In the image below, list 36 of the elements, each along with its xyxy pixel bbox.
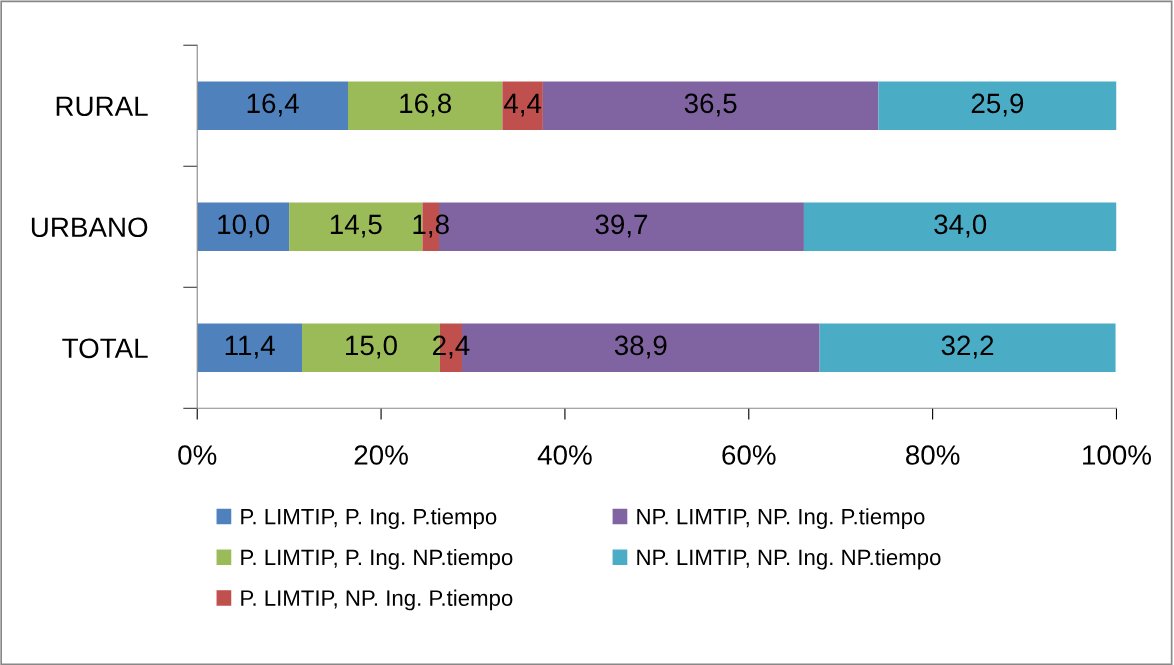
data-label: 4,4	[503, 93, 542, 117]
x-tick-label: 60%	[722, 445, 776, 465]
legend-label: NP. LIMTIP, NP. Ing. NP.tiempo	[637, 548, 941, 570]
data-label: 16,4	[247, 93, 299, 117]
y-tick-label: TOTAL	[62, 338, 148, 359]
bar	[197, 323, 303, 372]
bar	[197, 202, 290, 251]
data-label: 15,0	[346, 335, 397, 359]
x-tick-label: 20%	[354, 445, 408, 465]
bar	[347, 81, 503, 130]
legend-label: P. LIMTIP, P. Ing. P.tiempo	[241, 508, 497, 529]
x-tick-label: 100%	[1083, 445, 1152, 465]
data-label: 14,5	[330, 214, 382, 238]
bar	[542, 81, 879, 130]
bar	[502, 81, 543, 130]
bar	[819, 323, 1116, 372]
data-label: 25,9	[971, 93, 1024, 117]
data-label: 11,4	[225, 335, 275, 359]
legend-label: P. LIMTIP, NP. Ing. P.tiempo	[241, 589, 513, 611]
bar	[803, 202, 1117, 251]
data-label: 39,7	[595, 214, 648, 238]
x-tick-label: 40%	[537, 445, 592, 465]
data-label: 38,9	[614, 335, 667, 359]
data-label: 36,5	[684, 93, 737, 117]
bar	[878, 81, 1117, 130]
data-label: 16,8	[400, 93, 452, 117]
legend-label: P. LIMTIP, P. Ing. NP.tiempo	[241, 548, 513, 570]
bar	[197, 81, 348, 130]
x-tick-label: 0%	[178, 445, 217, 465]
y-tick-label: RURAL	[56, 96, 148, 117]
data-label: 10,0	[218, 214, 270, 238]
y-tick-label: URBANO	[31, 217, 148, 238]
legend-label: NP. LIMTIP, NP. Ing. P.tiempo	[637, 508, 925, 529]
data-label: 34,0	[934, 214, 987, 238]
data-label: 32,2	[941, 335, 994, 359]
x-tick-label: 80%	[906, 445, 960, 465]
